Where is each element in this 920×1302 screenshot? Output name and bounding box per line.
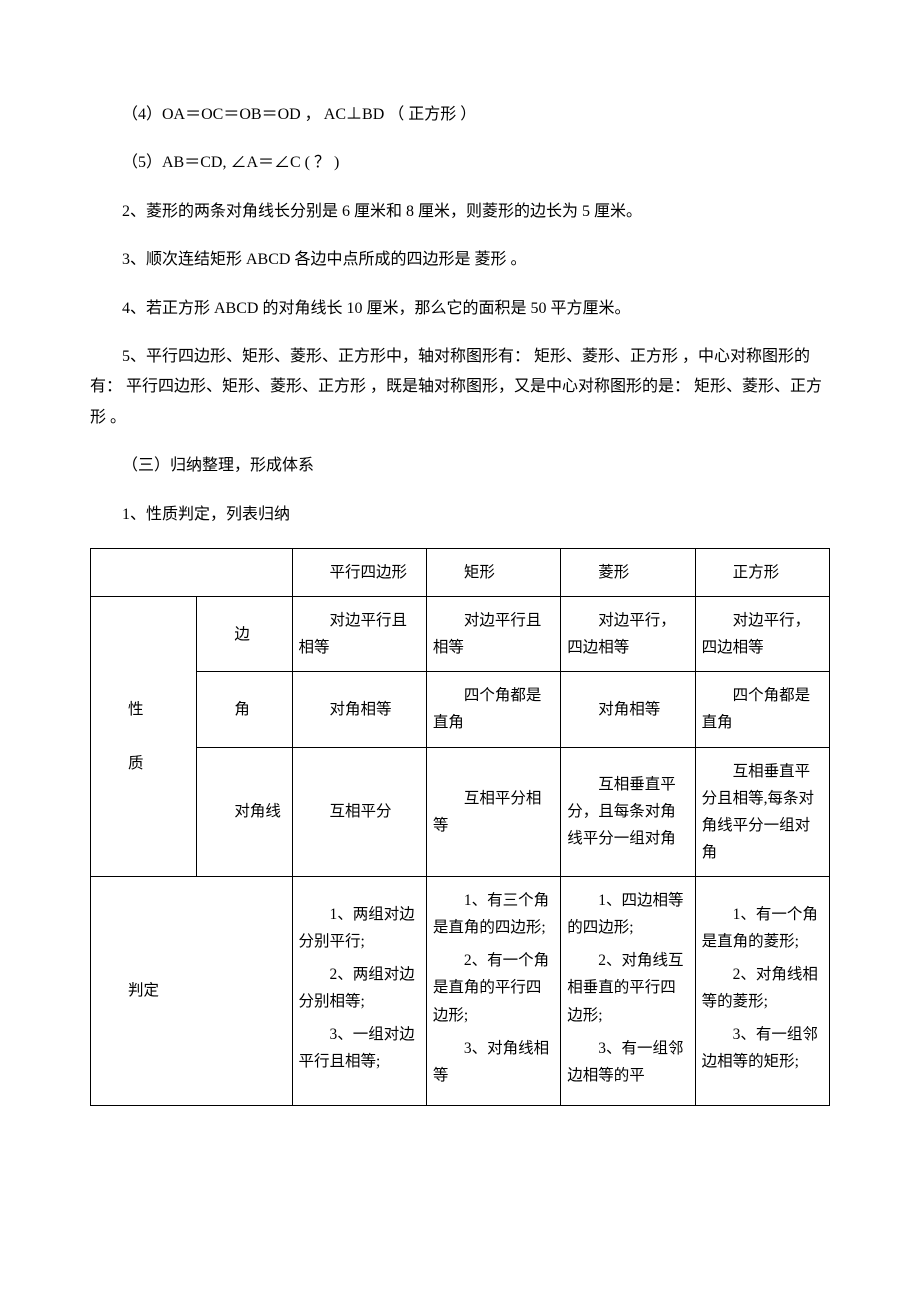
text-line: 3、顺次连结矩形 ABCD 各边中点所成的四边形是 菱形 。 (90, 245, 830, 275)
text-line: （三）归纳整理，形成体系 (90, 451, 830, 481)
text-line: （4）OA＝OC＝OB＝OD ， AC⊥BD （ 正方形 ） (90, 100, 830, 130)
header-square: 正方形 (695, 548, 829, 596)
text-line: 1、性质判定，列表归纳 (90, 500, 830, 530)
paragraph-4: （4）OA＝OC＝OB＝OD ， AC⊥BD （ 正方形 ） (90, 100, 830, 130)
table-header-row: 平行四边形 矩形 菱形 正方形 (91, 548, 830, 596)
cell-angle-rhombus: 对角相等 (561, 672, 695, 747)
angle-label: 角 (197, 672, 292, 747)
paragraph-q4: 4、若正方形 ABCD 的对角线长 10 厘米，那么它的面积是 50 平方厘米。 (90, 294, 830, 324)
determine-label: 判定 (91, 877, 293, 1106)
table-row-diagonal: 对角线 互相平分 互相平分相等 互相垂直平分，且每条对角线平分一组对角 互相垂直… (91, 747, 830, 877)
cell-side-parallelogram: 对边平行且相等 (292, 597, 426, 672)
header-parallelogram: 平行四边形 (292, 548, 426, 596)
cell-angle-rectangle: 四个角都是直角 (426, 672, 560, 747)
cell-diagonal-rectangle: 互相平分相等 (426, 747, 560, 877)
cell-side-rhombus: 对边平行，四边相等 (561, 597, 695, 672)
cell-determine-rhombus: 1、四边相等的四边形; 2、对角线互相垂直的平行四边形; 3、有一组邻边相等的平 (561, 877, 695, 1106)
header-empty (91, 548, 293, 596)
properties-table: 平行四边形 矩形 菱形 正方形 性 质 边 对边平行且相等 对边平行且相等 对边… (90, 548, 830, 1106)
side-label: 边 (197, 597, 292, 672)
text-line: 4、若正方形 ABCD 的对角线长 10 厘米，那么它的面积是 50 平方厘米。 (90, 294, 830, 324)
paragraph-q3: 3、顺次连结矩形 ABCD 各边中点所成的四边形是 菱形 。 (90, 245, 830, 275)
cell-determine-rectangle: 1、有三个角是直角的四边形; 2、有一个角是直角的平行四边形; 3、对角线相等 (426, 877, 560, 1106)
cell-determine-parallelogram: 1、两组对边分别平行; 2、两组对边分别相等; 3、一组对边平行且相等; (292, 877, 426, 1106)
cell-diagonal-parallelogram: 互相平分 (292, 747, 426, 877)
cell-diagonal-square: 互相垂直平分且相等,每条对角线平分一组对角 (695, 747, 829, 877)
text-line: 2、菱形的两条对角线长分别是 6 厘米和 8 厘米，则菱形的边长为 5 厘米。 (90, 197, 830, 227)
paragraph-section3: （三）归纳整理，形成体系 (90, 451, 830, 481)
cell-angle-square: 四个角都是直角 (695, 672, 829, 747)
cell-diagonal-rhombus: 互相垂直平分，且每条对角线平分一组对角 (561, 747, 695, 877)
text-line: （5）AB＝CD, ∠A＝∠C ( ？ ) (90, 148, 830, 178)
table-row-side: 性 质 边 对边平行且相等 对边平行且相等 对边平行，四边相等 对边平行，四边相… (91, 597, 830, 672)
table-row-determine: 判定 1、两组对边分别平行; 2、两组对边分别相等; 3、一组对边平行且相等; … (91, 877, 830, 1106)
cell-side-square: 对边平行，四边相等 (695, 597, 829, 672)
table-row-angle: 角 对角相等 四个角都是直角 对角相等 四个角都是直角 (91, 672, 830, 747)
cell-angle-parallelogram: 对角相等 (292, 672, 426, 747)
diagonal-label: 对角线 (197, 747, 292, 877)
paragraph-list1: 1、性质判定，列表归纳 (90, 500, 830, 530)
cell-side-rectangle: 对边平行且相等 (426, 597, 560, 672)
cell-determine-square: 1、有一个角是直角的菱形; 2、对角线相等的菱形; 3、有一组邻边相等的矩形; (695, 877, 829, 1106)
header-rhombus: 菱形 (561, 548, 695, 596)
paragraph-5: （5）AB＝CD, ∠A＝∠C ( ？ ) (90, 148, 830, 178)
header-rectangle: 矩形 (426, 548, 560, 596)
property-label: 性 质 (91, 597, 197, 877)
paragraph-q5: 5、平行四边形、矩形、菱形、正方形中，轴对称图形有： 矩形、菱形、正方形 ，中心… (90, 342, 830, 433)
paragraph-q2: 2、菱形的两条对角线长分别是 6 厘米和 8 厘米，则菱形的边长为 5 厘米。 (90, 197, 830, 227)
text-line: 5、平行四边形、矩形、菱形、正方形中，轴对称图形有： 矩形、菱形、正方形 ，中心… (90, 342, 830, 433)
